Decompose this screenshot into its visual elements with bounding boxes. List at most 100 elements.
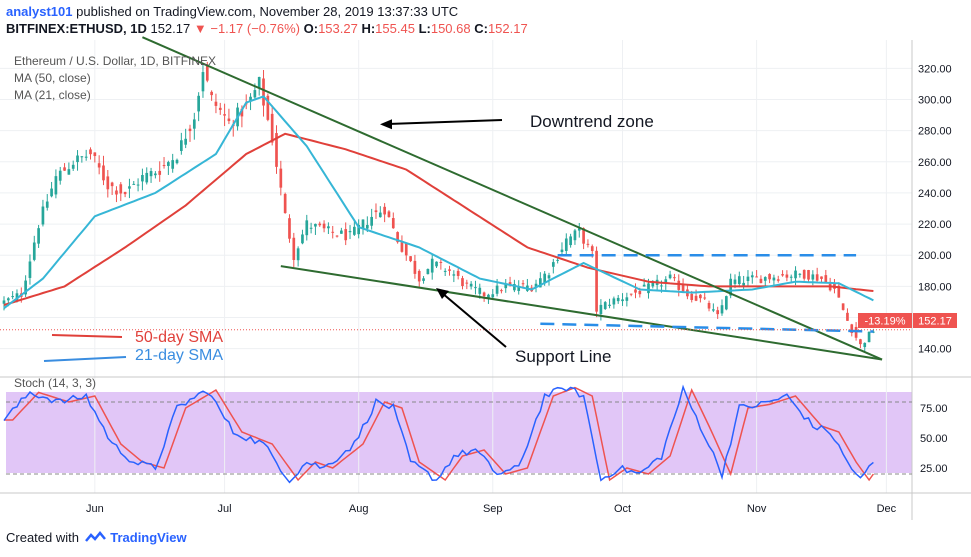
price-tick-label: 320.00 (918, 63, 952, 75)
candle-body (249, 96, 252, 101)
price-tag-value: 152.17 (918, 316, 952, 328)
last-price: 152.17 (150, 21, 191, 36)
candle-body (482, 292, 486, 297)
price-tick-label: 200.00 (918, 250, 952, 262)
candle-body (491, 294, 495, 298)
downtrend-arrowhead (380, 119, 392, 130)
ohlc-bar: BITFINEX:ETHUSD, 1D 152.17 ▼ −1.17 (−0.7… (6, 21, 528, 36)
candle-body (128, 186, 131, 189)
candle-body (621, 299, 624, 302)
footer: Created with TradingView (6, 530, 187, 545)
candle-body (846, 312, 849, 321)
candle-body (314, 223, 317, 227)
candle-body (93, 152, 97, 157)
candle-body (184, 138, 188, 145)
candle-body (443, 270, 447, 272)
candle-body (763, 277, 767, 281)
candle-body (374, 210, 378, 213)
price-tick-label: 220.00 (918, 219, 952, 231)
candle-body (608, 304, 611, 306)
candle-body (223, 114, 226, 116)
candle-body (71, 164, 75, 169)
candle-body (694, 295, 698, 301)
candle-body (699, 294, 702, 299)
candle-body (595, 250, 598, 312)
candle-body (681, 283, 685, 293)
downtrend-annotation: Downtrend zone (530, 112, 654, 131)
candle-body (807, 270, 810, 280)
candle-body (115, 190, 118, 195)
candle-body (335, 235, 339, 237)
price-tick-label: 180.00 (918, 281, 952, 293)
candle-body (257, 76, 261, 88)
candle-body (171, 160, 175, 169)
time-tick-label: Sep (483, 503, 503, 515)
candle-body (188, 128, 192, 132)
candle-body (664, 279, 668, 284)
candle-body (703, 297, 707, 299)
candle-body (465, 282, 469, 284)
candle-body (141, 175, 144, 182)
candle-body (305, 220, 309, 236)
tradingview-logo-link[interactable]: TradingView (110, 530, 187, 545)
candle-body (551, 262, 555, 267)
candle-body (625, 297, 629, 301)
candle-body (478, 287, 482, 294)
published-text: published on TradingView.com, November 2… (76, 4, 459, 19)
candle-body (400, 242, 404, 252)
sma50-key-label: 50-day SMA (135, 329, 223, 346)
candle-body (759, 278, 763, 284)
downtrend-line (142, 36, 883, 361)
ma21-legend: MA (21, close) (14, 88, 91, 102)
candle-body (690, 293, 694, 300)
candle-body (353, 226, 356, 235)
candle-body (179, 140, 183, 151)
change-arrow: ▼ (193, 21, 207, 36)
candle-body (50, 188, 53, 197)
series-title: Ethereum / U.S. Dollar, 1D, BITFINEX (14, 54, 216, 68)
candle-body (84, 156, 88, 158)
ma50-legend: MA (50, close) (14, 71, 91, 85)
candle-body (340, 230, 343, 234)
candle-body (781, 274, 784, 276)
candle-body (162, 165, 166, 167)
candle-body (815, 274, 819, 281)
candle-body (327, 226, 330, 229)
candle-body (158, 170, 162, 175)
candle-body (603, 302, 607, 309)
candle-body (772, 277, 776, 281)
candle-body (794, 270, 797, 279)
candle-body (712, 309, 715, 311)
candle-body (677, 280, 681, 290)
candle-body (750, 275, 754, 278)
candle-body (145, 172, 149, 183)
candle-body (474, 287, 477, 289)
support-arrow (441, 292, 507, 348)
ma21-line (3, 95, 874, 309)
candle-body (136, 184, 140, 186)
candle-body (426, 268, 430, 275)
price-tick-label: 240.00 (918, 188, 952, 200)
candle-body (67, 169, 71, 175)
stoch-tick-label: 25.00 (920, 463, 948, 475)
candle-body (435, 261, 438, 267)
candle-body (564, 238, 568, 251)
candle-body (37, 228, 40, 244)
candle-body (716, 310, 720, 315)
candle-body (439, 261, 443, 263)
candle-body (331, 231, 335, 233)
candle-body (383, 206, 386, 215)
candle-body (175, 159, 179, 164)
candle-body (820, 276, 823, 279)
candle-body (448, 269, 451, 271)
candle-body (110, 182, 114, 187)
price-change: −1.17 (−0.76%) (210, 21, 300, 36)
candle-body (824, 275, 828, 283)
candle-body (776, 279, 780, 281)
candle-body (837, 285, 841, 298)
candle-body (218, 107, 222, 110)
support-line (280, 265, 883, 361)
username-link[interactable]: analyst101 (6, 4, 73, 19)
candle-body (863, 342, 867, 348)
